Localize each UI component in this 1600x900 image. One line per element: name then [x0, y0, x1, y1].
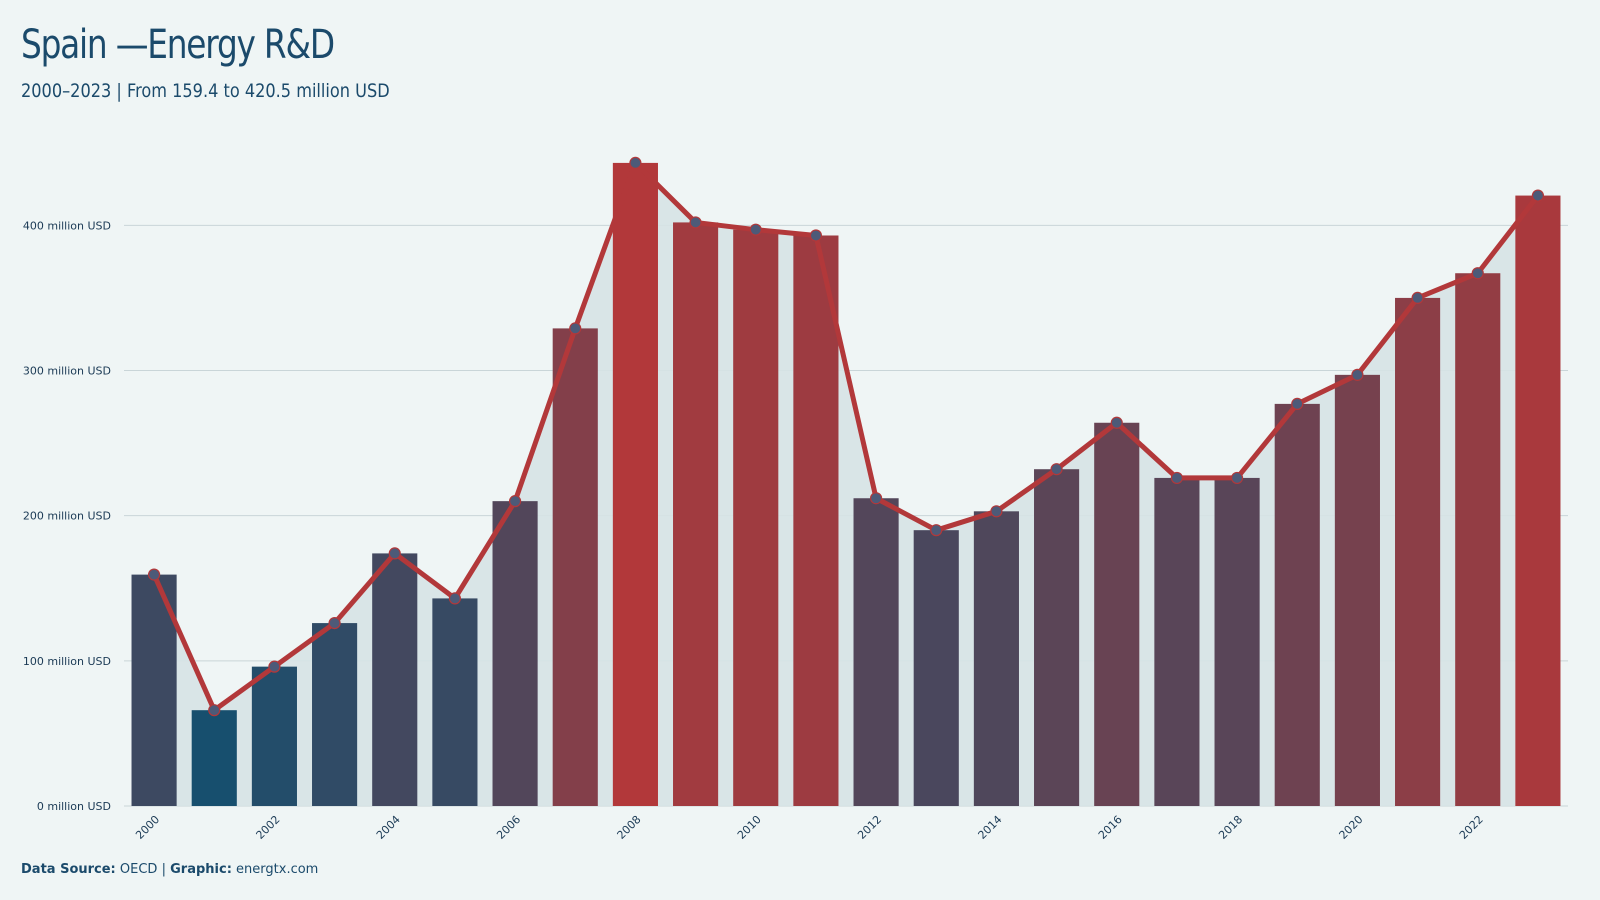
x-tick-label: 2008 — [615, 813, 644, 842]
bar-2022 — [1455, 273, 1501, 807]
bar-2006 — [492, 501, 538, 806]
bar-2016 — [1094, 422, 1140, 806]
x-tick-label: 2014 — [976, 813, 1005, 842]
point-2014 — [990, 505, 1003, 518]
y-tick-label: 200 million USD — [23, 510, 111, 523]
y-tick-label: 0 million USD — [37, 800, 111, 813]
y-tick-label: 100 million USD — [23, 655, 111, 668]
point-2015 — [1050, 463, 1063, 476]
series-line — [151, 160, 1540, 713]
marker-layer — [147, 156, 1545, 717]
point-2016 — [1110, 416, 1123, 429]
x-tick-label: 2010 — [735, 813, 764, 842]
bar-2017 — [1154, 477, 1200, 806]
bar-2001 — [191, 710, 237, 806]
y-tick-label: 400 million USD — [23, 219, 111, 232]
point-2011 — [809, 229, 823, 242]
source-label: Data Source: — [21, 862, 116, 877]
bar-2002 — [251, 666, 297, 806]
x-tick-label: 2018 — [1216, 813, 1245, 842]
bar-2003 — [312, 623, 358, 806]
bar-2015 — [1034, 469, 1080, 806]
point-2007 — [569, 322, 582, 335]
bar-2004 — [372, 553, 418, 806]
x-tick-label: 2004 — [374, 813, 403, 842]
x-tick-label: 2016 — [1096, 813, 1125, 842]
footer-separator: | — [161, 862, 166, 877]
point-2017 — [1170, 471, 1184, 485]
x-tick-label: 2000 — [133, 813, 162, 842]
footer: Data Source: OECD | Graphic: energtx.com — [21, 862, 318, 877]
bar-2019 — [1274, 403, 1320, 806]
point-2003 — [328, 616, 341, 630]
bar-2005 — [432, 598, 478, 806]
x-tick-label: 2022 — [1457, 813, 1486, 842]
point-2000 — [147, 568, 161, 581]
area-fill — [154, 162, 1538, 806]
chart-title: Spain —Energy R&D — [21, 22, 335, 68]
point-2008 — [629, 156, 642, 170]
bar-2020 — [1334, 374, 1380, 806]
bar-layer — [131, 162, 1561, 807]
point-2012 — [869, 492, 883, 505]
bar-2011 — [793, 235, 839, 806]
graphic-value: energtx.com — [236, 862, 319, 877]
graphic-label: Graphic: — [170, 862, 232, 877]
line-layer — [151, 160, 1540, 713]
point-2019 — [1291, 397, 1304, 410]
point-2002 — [268, 660, 281, 673]
point-2013 — [930, 524, 943, 537]
bar-2009 — [673, 222, 719, 806]
point-2009 — [689, 216, 702, 229]
y-tick-label: 300 million USD — [23, 364, 111, 377]
bar-2021 — [1395, 297, 1441, 806]
point-2005 — [448, 592, 462, 605]
x-tick-label: 2006 — [494, 813, 523, 842]
bar-2008 — [612, 162, 658, 806]
x-tick-label: 2012 — [855, 813, 884, 842]
bar-2012 — [853, 498, 899, 806]
area-layer — [154, 162, 1538, 806]
x-tick-label: 2002 — [254, 813, 283, 842]
point-2006 — [508, 495, 522, 508]
bar-2010 — [733, 229, 779, 806]
bar-2014 — [973, 511, 1019, 806]
source-value: OECD — [119, 862, 158, 877]
bar-2018 — [1214, 477, 1260, 806]
y-axis-ticks: 0 million USD 100 million USD 200 million … — [23, 219, 111, 813]
point-2010 — [749, 223, 762, 236]
point-2021 — [1411, 291, 1424, 305]
bar-2007 — [552, 328, 598, 806]
point-2001 — [208, 704, 221, 717]
point-2004 — [388, 547, 401, 560]
x-axis-ticks: 2000 2002 2004 2006 2008 2010 2012 2014 2016 2018… — [133, 813, 1486, 842]
point-2020 — [1351, 368, 1364, 381]
point-2023 — [1531, 189, 1545, 202]
chart-subtitle: 2000–2023 | From 159.4 to 420.5 million … — [21, 80, 390, 102]
x-tick-label: 2020 — [1337, 813, 1366, 842]
bar-2023 — [1515, 195, 1561, 807]
point-2018 — [1230, 471, 1244, 485]
bar-2013 — [913, 530, 959, 806]
point-2022 — [1471, 267, 1484, 280]
